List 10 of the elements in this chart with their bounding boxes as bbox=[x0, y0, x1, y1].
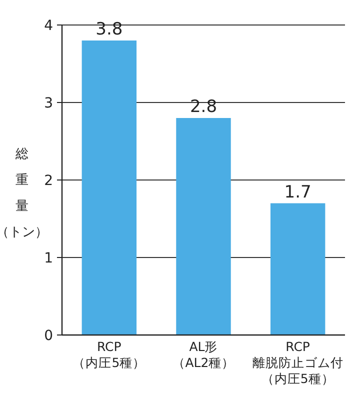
category-label: RCP 離脱防止ゴム付（内圧5種） bbox=[251, 339, 344, 387]
y-tick-label: 4 bbox=[44, 18, 54, 34]
y-tick-label: 1 bbox=[44, 250, 53, 266]
data-label: 2.8 bbox=[190, 97, 218, 117]
y-tick-label: 0 bbox=[44, 328, 53, 344]
y-tick-label: 3 bbox=[44, 96, 53, 112]
category-label: RCP （内圧5種） bbox=[72, 339, 147, 371]
data-label: 1.7 bbox=[284, 182, 312, 202]
category-label: AL形（AL2種） bbox=[171, 339, 236, 371]
data-label: 3.8 bbox=[96, 20, 123, 40]
